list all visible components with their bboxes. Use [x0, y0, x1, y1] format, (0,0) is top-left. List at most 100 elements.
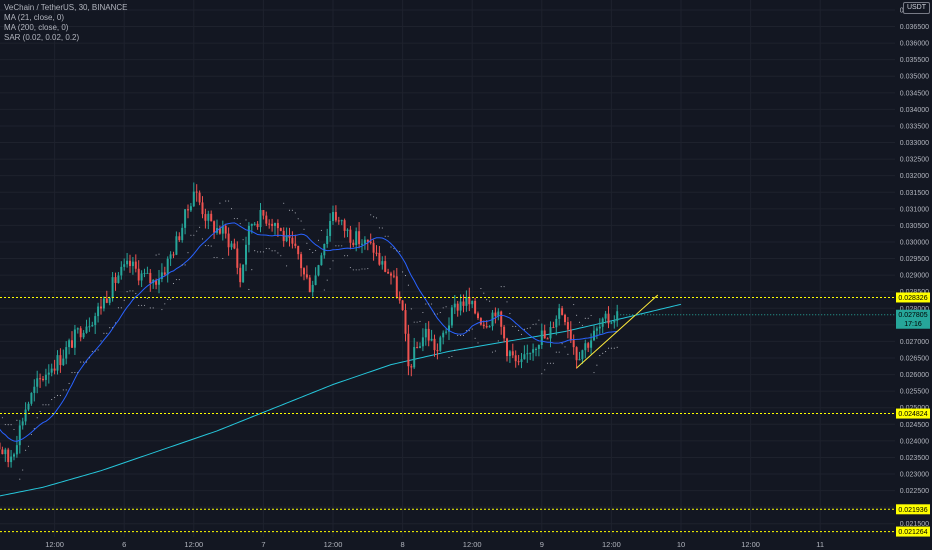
candle-body [381, 261, 384, 265]
candle-body [564, 314, 566, 323]
sar-dot [558, 351, 560, 353]
sar-dot [532, 323, 534, 325]
candle-body [279, 228, 282, 231]
candle-body [94, 316, 97, 326]
legend-title: VeChain / TetherUS, 30, BINANCE [4, 3, 128, 12]
sar-dot [489, 300, 491, 302]
sar-dot [164, 303, 166, 305]
candle-body [210, 213, 213, 222]
sar-dot [83, 361, 85, 363]
candle-body [497, 311, 500, 317]
sar-dot [486, 299, 488, 301]
candle-body [462, 301, 465, 306]
sar-dot [593, 372, 595, 374]
candle-body [358, 231, 361, 245]
candle-body [337, 220, 340, 222]
sar-dot [596, 364, 598, 366]
quote-currency-badge[interactable]: USDT [902, 2, 930, 14]
candle-body [369, 241, 372, 243]
trendline-drawing [576, 294, 659, 369]
candle-body [4, 449, 7, 455]
candle-body [242, 264, 245, 283]
sar-dot [42, 404, 44, 406]
sar-dot [567, 353, 569, 355]
candle-body [384, 261, 387, 272]
candle-body [506, 338, 508, 357]
sar-dot [141, 304, 143, 306]
candle-body [320, 255, 323, 266]
candle-body [317, 265, 320, 276]
candle-body [288, 235, 291, 238]
sar-dot [584, 317, 586, 319]
sar-dot [338, 245, 340, 247]
sar-series [0, 200, 618, 480]
price-axis-bg [895, 0, 932, 550]
level-price-tag [896, 504, 930, 515]
sar-dot [51, 398, 53, 401]
candle-body [445, 331, 448, 333]
candle-body [361, 243, 363, 245]
sar-dot [286, 265, 288, 267]
sar-dot [602, 352, 604, 354]
sar-dot [402, 271, 404, 273]
time-tick-label: 12:00 [602, 540, 621, 549]
sar-dot [109, 327, 111, 329]
sar-dot [228, 200, 230, 202]
candle-body [363, 239, 366, 244]
sar-dot [149, 307, 151, 309]
candle-body [82, 332, 85, 338]
sar-dot [341, 245, 343, 247]
legend-sar[interactable]: SAR (0.02, 0.02, 0.2) [4, 33, 80, 42]
candle-body [160, 272, 163, 280]
candle-body [276, 223, 279, 229]
sar-dot [576, 314, 578, 316]
candle-body [430, 338, 433, 341]
candle-body [517, 361, 520, 363]
candle-body [410, 366, 413, 368]
sar-dot [36, 417, 38, 419]
sar-dot [454, 349, 456, 351]
sar-dot [94, 350, 96, 352]
candle-body [332, 212, 334, 221]
price-tick-label: 0.034500 [900, 90, 929, 97]
candle-body [88, 326, 91, 328]
sar-dot [465, 330, 467, 332]
sar-dot [274, 250, 276, 252]
legend-ma200[interactable]: MA (200, close, 0) [4, 23, 69, 32]
candle-body [201, 202, 204, 215]
sar-dot [317, 239, 320, 241]
sar-dot [590, 314, 592, 317]
price-tick-label: 0.026000 [900, 372, 929, 379]
sar-dot [518, 329, 520, 331]
sar-dot [352, 269, 354, 271]
price-tick-label: 0.032000 [900, 173, 929, 180]
rising-trendline[interactable] [576, 294, 659, 369]
candle-body [1, 449, 4, 455]
candle-body [494, 312, 497, 317]
sar-dot [520, 333, 523, 335]
time-axis-bg [0, 537, 895, 550]
price-tick-label: 0.025500 [900, 389, 929, 396]
candle-body [256, 223, 259, 228]
candle-body [424, 328, 427, 338]
candle-body [566, 322, 569, 330]
candle-body [169, 254, 172, 259]
sar-dot [170, 298, 172, 300]
sar-dot [410, 308, 412, 310]
sar-dot [387, 235, 389, 237]
sar-dot [210, 245, 212, 247]
sar-dot [25, 449, 27, 451]
price-tick-label: 0.033000 [900, 140, 929, 147]
candle-body [407, 333, 410, 367]
candle-body [192, 191, 195, 207]
legend-ma21[interactable]: MA (21, close, 0) [4, 13, 65, 22]
candle-body [604, 313, 607, 319]
candle-body [529, 352, 532, 354]
sar-dot [277, 252, 279, 254]
sar-dot [390, 246, 392, 248]
sar-dot [280, 255, 282, 257]
time-tick-label: 12:00 [184, 540, 203, 549]
sar-dot [460, 334, 462, 337]
sar-dot [242, 239, 244, 241]
